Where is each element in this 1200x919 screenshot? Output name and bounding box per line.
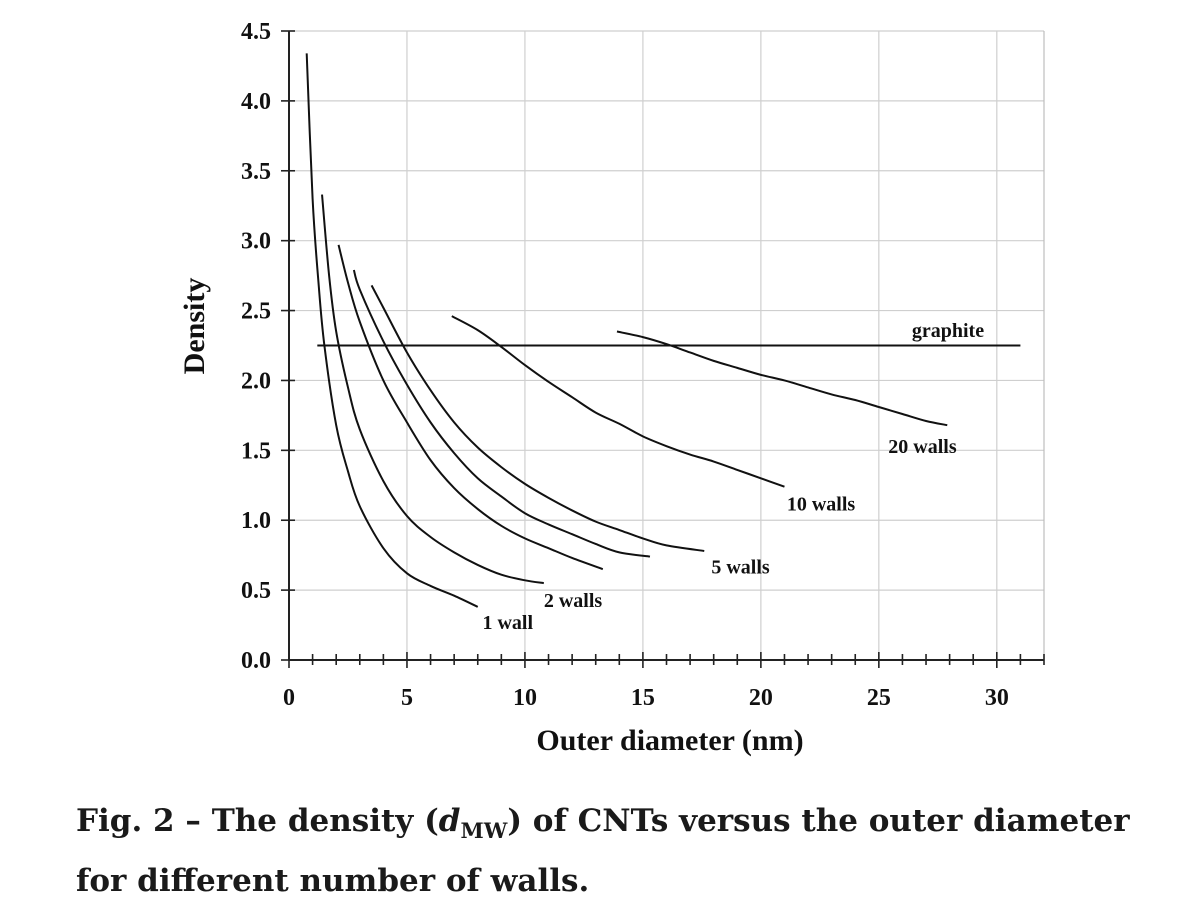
x-tick-label: 5	[401, 685, 413, 711]
x-tick-label: 30	[985, 685, 1009, 711]
x-tick-label: 0	[283, 685, 295, 711]
y-tick-label: 2.5	[241, 299, 271, 325]
axes	[281, 30, 1045, 668]
figure-caption: Fig. 2 – The density (dMW) of CNTs versu…	[76, 796, 1186, 907]
series-label-graphite: graphite	[912, 320, 984, 342]
x-axis-title: Outer diameter (nm)	[536, 724, 803, 757]
x-tick-label: 20	[749, 685, 773, 711]
series-labels: 1 wall 2 walls 5 walls 10 walls 20 walls grap…	[482, 320, 984, 634]
series-lines	[305, 53, 1021, 608]
series-line-6	[451, 315, 785, 488]
series-label-5-walls: 5 walls	[711, 556, 770, 578]
y-tick-label: 1.5	[241, 438, 271, 464]
tick-labels: 0.0 0.5 1.0 1.5 2.0 2.5 3.0 3.5 4.0 4.5 0 5 10 15 20 25…	[241, 19, 1009, 711]
caption-subscript: MW	[460, 818, 508, 844]
caption-prefix: Fig. 2 – The density (	[76, 803, 439, 839]
y-tick-label: 3.5	[241, 159, 271, 185]
y-tick-label: 2.0	[241, 368, 271, 394]
series-label-2-walls: 2 walls	[544, 590, 603, 612]
series-line-4	[352, 269, 651, 558]
y-tick-label: 4.5	[241, 19, 271, 45]
series-label-20-walls: 20 walls	[888, 436, 957, 458]
series-line-1	[305, 53, 479, 608]
y-tick-label: 1.0	[241, 508, 271, 534]
series-label-1-wall: 1 wall	[482, 612, 533, 634]
caption-symbol: d	[438, 803, 461, 839]
x-tick-label: 10	[513, 685, 537, 711]
series-line-3	[337, 244, 604, 571]
y-tick-label: 0.0	[241, 648, 271, 674]
density-chart: 0.0 0.5 1.0 1.5 2.0 2.5 3.0 3.5 4.0 4.5 0 5 10 15 20 25…	[178, 19, 1045, 757]
x-tick-label: 15	[631, 685, 655, 711]
y-axis-title: Density	[178, 278, 211, 375]
y-tick-label: 4.0	[241, 89, 271, 115]
x-tick-label: 25	[867, 685, 891, 711]
caption-suffix: ) of CNTs versus the outer diameter for …	[76, 803, 1130, 900]
series-label-10-walls: 10 walls	[787, 493, 856, 515]
y-tick-label: 3.0	[241, 229, 271, 255]
series-line-2	[321, 194, 544, 585]
y-tick-label: 0.5	[241, 578, 271, 604]
series-line-5	[370, 284, 705, 552]
